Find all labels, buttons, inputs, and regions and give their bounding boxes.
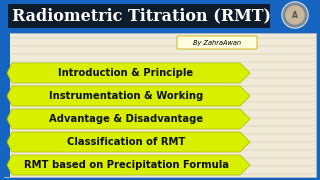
Text: Classification of RMT: Classification of RMT (67, 137, 185, 147)
Circle shape (286, 6, 304, 24)
Text: Advantage & Disadvantage: Advantage & Disadvantage (49, 114, 203, 124)
Text: A: A (292, 10, 298, 19)
Text: Instrumentation & Working: Instrumentation & Working (49, 91, 203, 101)
Polygon shape (7, 155, 250, 175)
Circle shape (282, 2, 308, 28)
FancyBboxPatch shape (4, 33, 10, 177)
Text: By ZahraAwan: By ZahraAwan (193, 40, 241, 46)
Polygon shape (7, 109, 250, 129)
Text: Introduction & Principle: Introduction & Principle (59, 68, 194, 78)
Text: Radiometric Titration (RMT): Radiometric Titration (RMT) (12, 8, 270, 24)
Circle shape (283, 3, 307, 27)
FancyBboxPatch shape (8, 4, 270, 28)
FancyBboxPatch shape (4, 33, 316, 177)
Polygon shape (7, 63, 250, 83)
FancyBboxPatch shape (177, 36, 257, 49)
Text: RMT based on Precipitation Formula: RMT based on Precipitation Formula (23, 160, 228, 170)
Polygon shape (7, 86, 250, 106)
Polygon shape (7, 132, 250, 152)
